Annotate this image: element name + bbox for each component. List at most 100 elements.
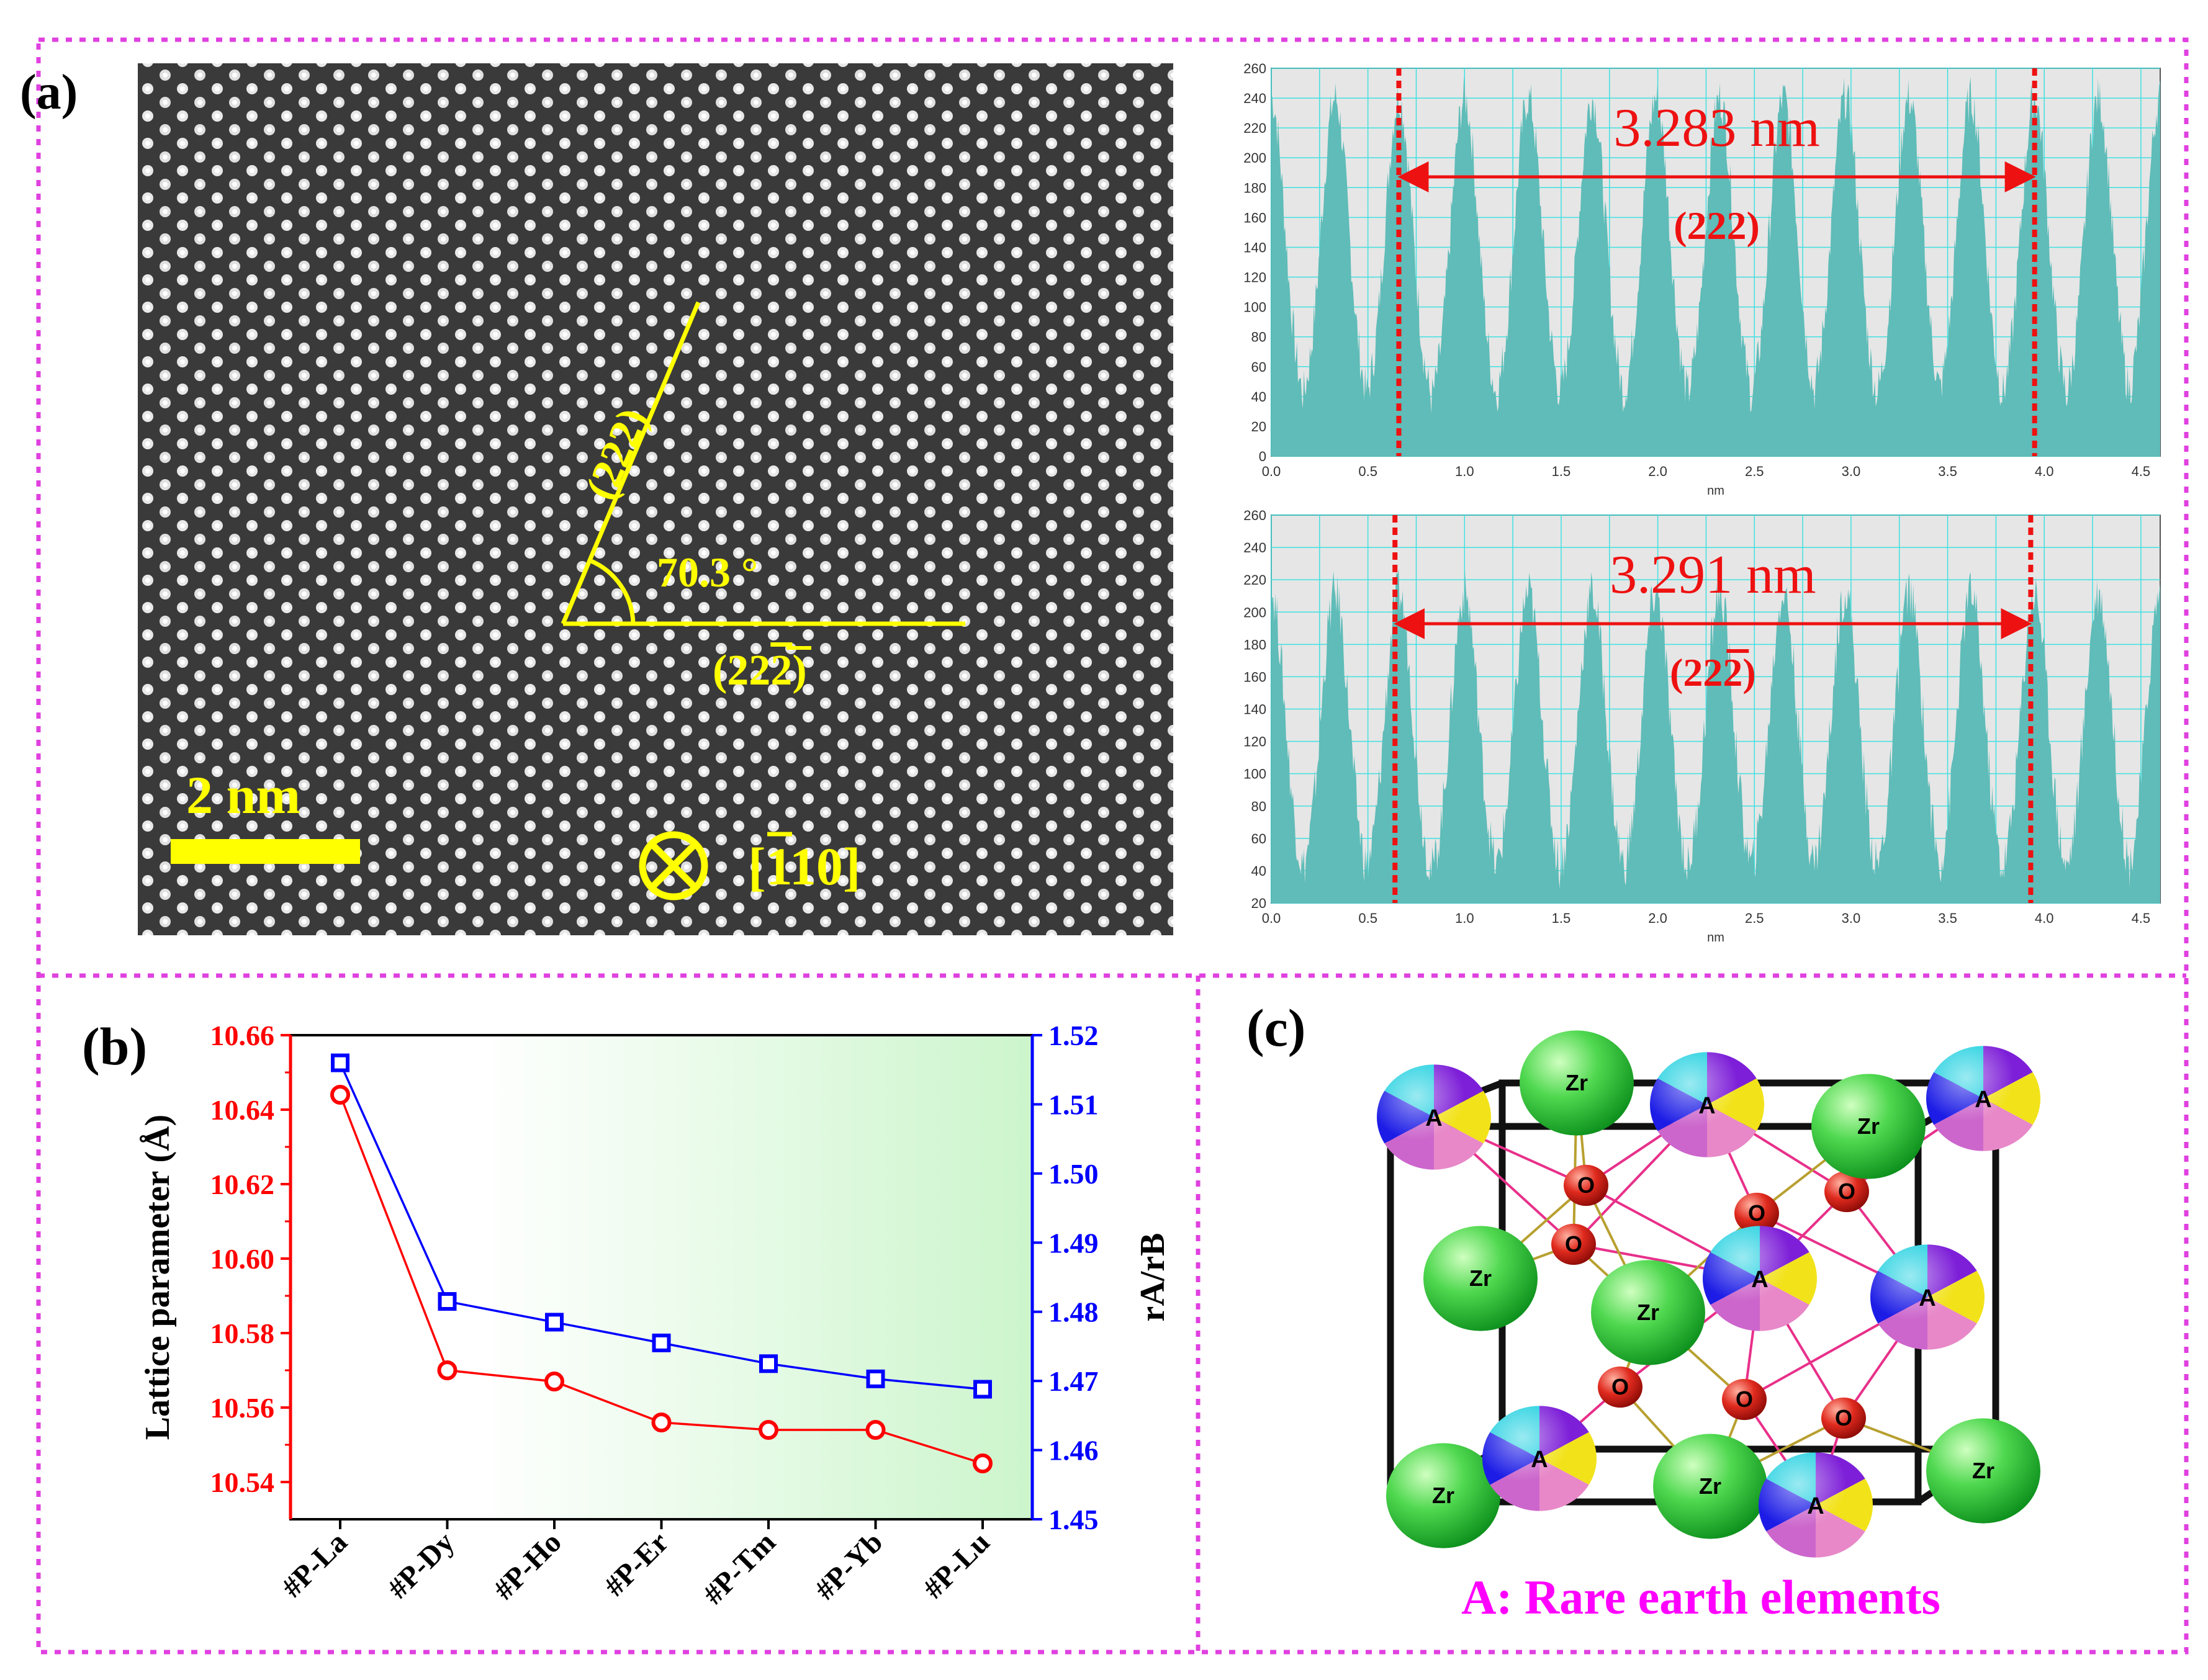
atom-a: A bbox=[1377, 1064, 1491, 1170]
crystal-structure: O O O O O O O Zr Zr Zr Zr Zr Zr Zr A A A A A A A bbox=[1377, 1030, 2041, 1558]
atom-a: A bbox=[1482, 1406, 1597, 1511]
y-tick-label: 140 bbox=[1243, 702, 1266, 717]
atom-a: A bbox=[1758, 1452, 1873, 1558]
atom-zr-label: Zr bbox=[1432, 1483, 1454, 1508]
y-tick-label: 100 bbox=[1243, 300, 1266, 315]
left-tick-label: 10.58 bbox=[210, 1318, 275, 1349]
lattice-chart: 10.54 10.56 10.58 10.60 10.62 10.64 10.66 1.45 1… bbox=[138, 1020, 1172, 1611]
x-tick-label: 2.0 bbox=[1648, 464, 1667, 479]
data-point-circle bbox=[544, 1372, 564, 1391]
atom-a-shine bbox=[1482, 1406, 1597, 1511]
plane-label: (222) bbox=[1674, 204, 1760, 248]
plane-label: (222) bbox=[1670, 650, 1756, 694]
atom-zr-label: Zr bbox=[1857, 1113, 1880, 1139]
left-tick-label: 10.66 bbox=[210, 1020, 275, 1051]
x-tick-label: 4.0 bbox=[2035, 910, 2054, 926]
y-tick-label: 180 bbox=[1243, 637, 1266, 652]
x-tick-label: 1.0 bbox=[1455, 464, 1474, 479]
atom-zr-label: Zr bbox=[1566, 1070, 1588, 1095]
atom-o-label: O bbox=[1577, 1172, 1595, 1198]
x-tick-label: 3.0 bbox=[1842, 464, 1861, 479]
angle-annotation bbox=[561, 301, 965, 626]
x-tick-label: 2.0 bbox=[1648, 910, 1667, 926]
x-tick-label: 3.5 bbox=[1938, 464, 1957, 479]
panel-borders bbox=[36, 37, 2189, 1655]
atom-o: O bbox=[1824, 1170, 1869, 1213]
atom-a-label: A bbox=[1975, 1087, 1991, 1113]
plane-label-bar: 2 bbox=[1723, 650, 1742, 694]
atom-o-label: O bbox=[1835, 1405, 1852, 1431]
y-tick-label: 160 bbox=[1243, 669, 1266, 685]
atom-a-shine bbox=[1377, 1064, 1491, 1170]
atom-zr: Zr bbox=[1811, 1074, 1926, 1179]
x-tick-label: 4.5 bbox=[2132, 464, 2151, 479]
atom-zr-label: Zr bbox=[1637, 1300, 1659, 1325]
data-point-circle bbox=[330, 1085, 350, 1105]
atom-o: O bbox=[1551, 1223, 1596, 1265]
atom-o-sphere bbox=[1722, 1378, 1767, 1421]
atom-a: A bbox=[1702, 1226, 1817, 1331]
y-tick-label: 80 bbox=[1251, 330, 1266, 345]
atom-o-sphere bbox=[1564, 1164, 1608, 1206]
atom-a-label: A bbox=[1698, 1093, 1715, 1119]
left-tick-label: 10.56 bbox=[210, 1392, 275, 1424]
x-tick-label: #P-Lu bbox=[917, 1525, 996, 1605]
atom-a-label: A bbox=[1531, 1447, 1548, 1473]
atom-zr-sphere bbox=[1811, 1074, 1926, 1179]
y-tick-label: 260 bbox=[1243, 508, 1266, 523]
x-tick-label: 2.5 bbox=[1745, 910, 1764, 926]
x-axis-label: nm bbox=[1707, 931, 1724, 945]
tem-image bbox=[138, 63, 1173, 935]
atom-zr-label: Zr bbox=[1469, 1265, 1492, 1291]
data-point-circle bbox=[651, 1413, 672, 1432]
atom-zr-sphere bbox=[1926, 1418, 2040, 1524]
x-tick-label: 4.0 bbox=[2035, 464, 2054, 479]
y2-axis-label: rA/rB bbox=[1133, 1233, 1172, 1321]
atom-o-sphere bbox=[1598, 1366, 1642, 1408]
intensity-profile bbox=[1271, 76, 2160, 457]
atom-a: A bbox=[1650, 1052, 1764, 1157]
y-tick-label: 240 bbox=[1243, 540, 1266, 555]
data-point-square bbox=[545, 1313, 564, 1332]
atom-zr-label: Zr bbox=[1972, 1458, 1994, 1483]
x-tick-label: 4.5 bbox=[2132, 910, 2151, 926]
atom-o-label: O bbox=[1565, 1231, 1582, 1257]
y-tick-label: 60 bbox=[1251, 359, 1266, 375]
atom-o-label: O bbox=[1736, 1386, 1753, 1412]
atom-zr: Zr bbox=[1386, 1443, 1500, 1548]
panel-a-label: (a) bbox=[20, 65, 78, 120]
atom-a-label: A bbox=[1919, 1285, 1935, 1311]
atom-a: A bbox=[1870, 1244, 1985, 1350]
y-tick-label: 40 bbox=[1251, 863, 1266, 879]
y-tick-label: 120 bbox=[1243, 734, 1266, 750]
atom-o-sphere bbox=[1551, 1223, 1596, 1265]
x-tick-label: 2.5 bbox=[1745, 464, 1764, 479]
left-tick-label: 10.60 bbox=[210, 1243, 275, 1275]
y-tick-label: 80 bbox=[1251, 799, 1266, 814]
data-point-square bbox=[973, 1380, 992, 1399]
plane-label-part: ) bbox=[1742, 650, 1755, 694]
atom-a-label: A bbox=[1807, 1493, 1824, 1519]
data-point-square bbox=[438, 1292, 457, 1311]
atom-o: O bbox=[1734, 1192, 1779, 1234]
right-tick-label: 1.46 bbox=[1048, 1435, 1099, 1467]
data-point-square bbox=[759, 1354, 778, 1373]
data-point-circle bbox=[759, 1420, 778, 1440]
y-tick-label: 200 bbox=[1243, 604, 1266, 620]
distance-label: 3.283 nm bbox=[1613, 98, 1819, 158]
y-tick-label: 100 bbox=[1243, 766, 1266, 782]
x-tick-label: 0.5 bbox=[1358, 910, 1377, 926]
y-tick-label: 220 bbox=[1243, 120, 1266, 136]
profile-chart-bottom: 20 40 60 80 100 120 140 160 180 200 220 240 260 0.0 0.… bbox=[1243, 508, 2161, 945]
y-tick-label: 180 bbox=[1243, 180, 1266, 195]
data-point-square bbox=[652, 1333, 671, 1352]
x-tick-label: 0.5 bbox=[1358, 464, 1377, 479]
y-tick-label: 40 bbox=[1251, 389, 1266, 405]
atom-o-sphere bbox=[1734, 1192, 1779, 1234]
atom-zr-sphere bbox=[1591, 1260, 1705, 1365]
right-tick-label: 1.49 bbox=[1048, 1227, 1099, 1259]
zone-axis-icon bbox=[639, 831, 708, 901]
x-tick-label: 3.5 bbox=[1938, 910, 1957, 926]
y-tick-label: 220 bbox=[1243, 572, 1266, 588]
atom-a-shine bbox=[1759, 1452, 1873, 1558]
